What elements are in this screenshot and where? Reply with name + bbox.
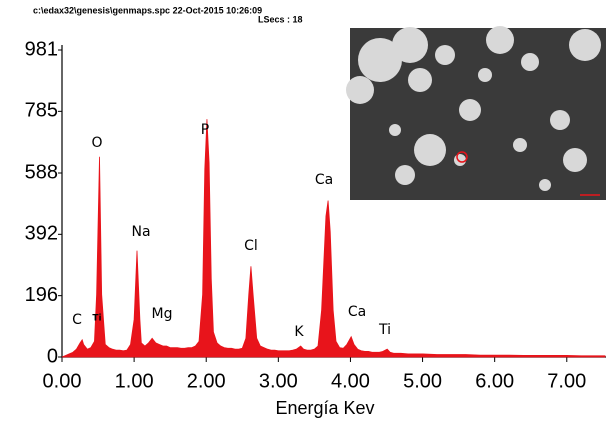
x-tick-label: 2.00 [187, 370, 226, 392]
element-label: Na [131, 224, 150, 240]
element-label: Mg [152, 306, 173, 322]
x-tick-label: 6.00 [475, 370, 514, 392]
y-tick-label: 785 [25, 100, 58, 122]
element-label: Cl [244, 238, 258, 254]
x-tick-label: 5.00 [403, 370, 442, 392]
chart: c:\edax32\genesis\genmaps.spc 22-Oct-201… [0, 0, 606, 422]
sem-inset [346, 26, 606, 200]
element-label: K [294, 324, 304, 340]
y-tick-label: 196 [25, 284, 58, 306]
chart-title: c:\edax32\genesis\genmaps.spc 22-Oct-201… [33, 5, 262, 15]
page: c:\edax32\genesis\genmaps.spc 22-Oct-201… [0, 0, 606, 422]
element-label: Ti [378, 322, 391, 338]
element-label: P [201, 122, 209, 138]
element-label: Ca [315, 172, 333, 188]
element-label: Ca [348, 304, 366, 320]
x-tick-label: 4.00 [331, 370, 370, 392]
x-tick-label: 1.00 [115, 370, 154, 392]
y-tick-label: 392 [25, 223, 58, 245]
element-label: Ti [92, 314, 101, 324]
element-label: O [91, 135, 102, 151]
y-tick-label: 588 [25, 161, 58, 183]
x-tick-label: 7.00 [547, 370, 586, 392]
element-label: C [72, 312, 82, 328]
y-tick-label: 981 [25, 38, 58, 60]
y-tick-label: 0 [47, 345, 58, 367]
chart-subtitle: LSecs : 18 [258, 14, 303, 24]
x-axis-label: Energía Kev [275, 398, 374, 418]
x-tick-label: 3.00 [259, 370, 298, 392]
x-tick-label: 0.00 [43, 370, 82, 392]
